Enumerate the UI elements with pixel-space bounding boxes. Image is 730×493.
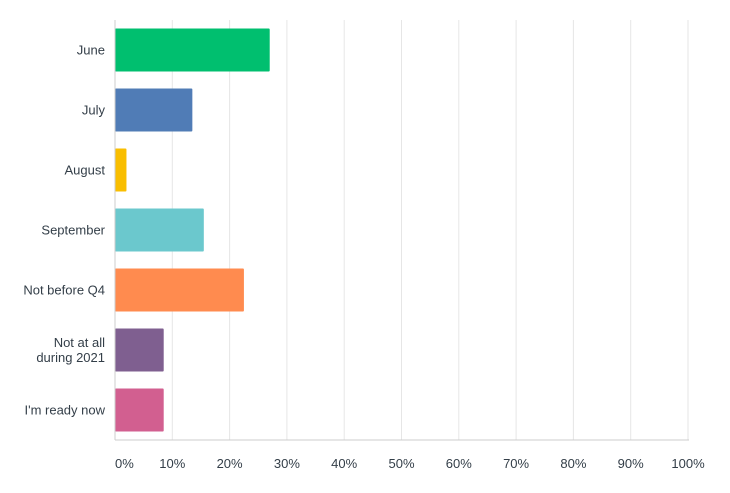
x-axis-tick-labels: 0% 10% 20% 30% 40% 50% 60% 70% 80% 90% 100%	[115, 456, 705, 471]
gridlines	[171, 20, 689, 440]
x-tick-label: 50%	[388, 456, 414, 471]
x-tick-label: 0%	[115, 456, 134, 471]
x-tick-label: 80%	[560, 456, 586, 471]
bar	[115, 28, 270, 72]
x-tick-label: 70%	[503, 456, 529, 471]
category-labels: June July August September Not before Q4 Not …	[23, 43, 105, 418]
x-tick-label: 40%	[331, 456, 357, 471]
category-label: during 2021	[36, 350, 105, 365]
category-label: Not before Q4	[23, 283, 105, 298]
bars	[115, 28, 270, 432]
bar	[115, 148, 127, 192]
bar	[115, 88, 193, 132]
bar	[115, 208, 204, 252]
category-label: Not at all	[54, 335, 105, 350]
bar	[115, 268, 244, 312]
category-label: September	[41, 223, 105, 238]
x-tick-label: 10%	[159, 456, 185, 471]
x-tick-label: 30%	[274, 456, 300, 471]
category-label: I'm ready now	[24, 403, 105, 418]
category-label: August	[65, 163, 106, 178]
x-tick-label: 100%	[671, 456, 705, 471]
category-label: June	[77, 43, 105, 58]
category-label: July	[82, 103, 106, 118]
bar	[115, 328, 164, 372]
x-tick-label: 90%	[618, 456, 644, 471]
axes	[114, 20, 689, 441]
x-tick-label: 20%	[217, 456, 243, 471]
bar	[115, 388, 164, 432]
x-tick-label: 60%	[446, 456, 472, 471]
